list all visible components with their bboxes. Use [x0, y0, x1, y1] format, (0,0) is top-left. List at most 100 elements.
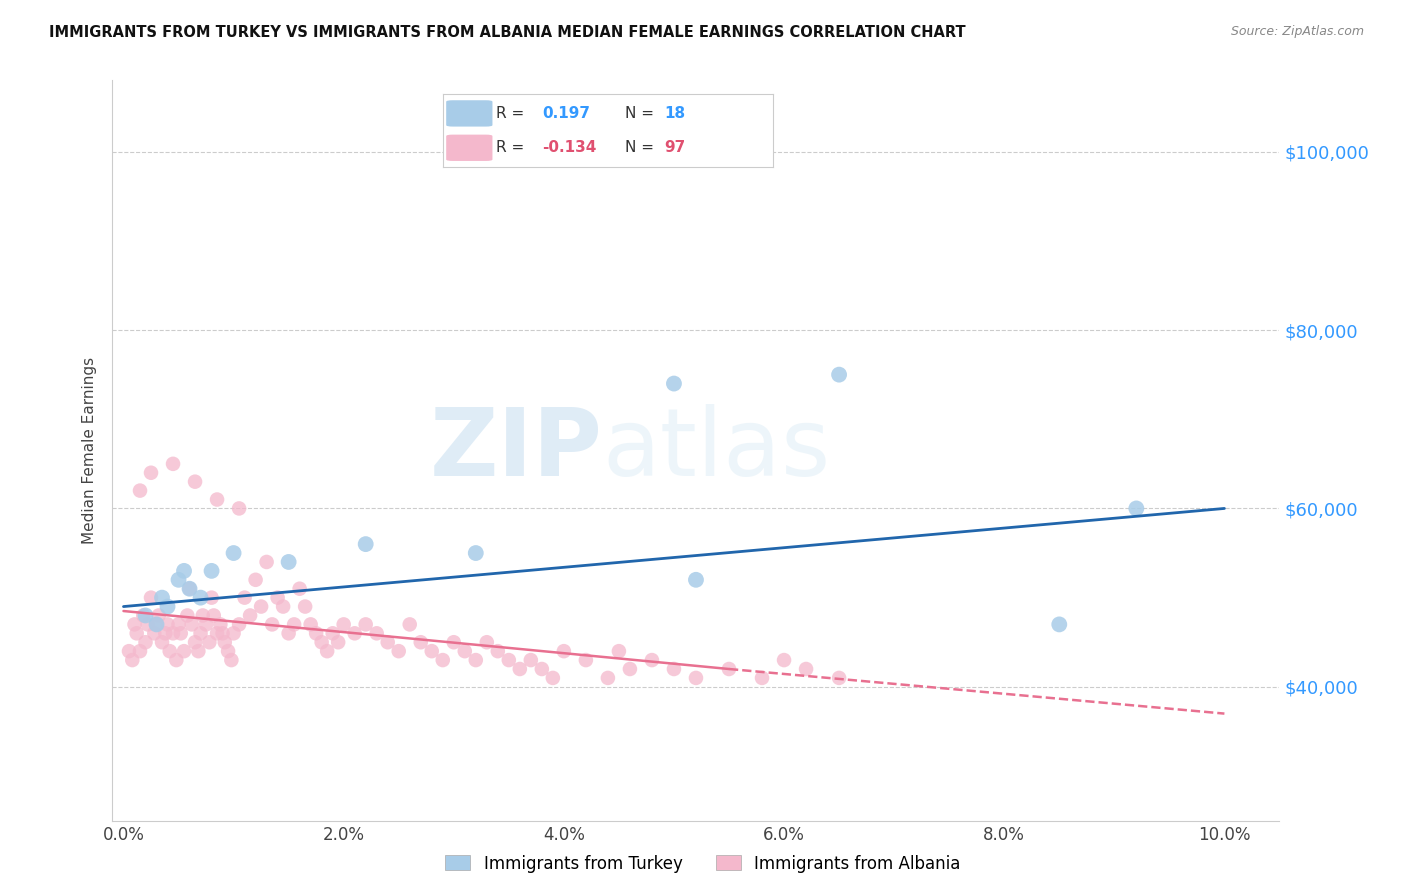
Point — [311, 635, 333, 649]
Point — [520, 653, 543, 667]
Point — [228, 501, 250, 516]
Point — [641, 653, 664, 667]
Point — [191, 608, 214, 623]
Point — [432, 653, 454, 667]
Point — [443, 635, 465, 649]
Point — [155, 626, 177, 640]
Point — [1047, 617, 1070, 632]
Point — [299, 617, 322, 632]
Point — [125, 626, 148, 640]
Point — [1125, 501, 1147, 516]
Point — [139, 466, 162, 480]
FancyBboxPatch shape — [446, 100, 492, 127]
Point — [150, 635, 173, 649]
Point — [575, 653, 598, 667]
Point — [662, 376, 685, 391]
FancyBboxPatch shape — [446, 135, 492, 161]
Point — [288, 582, 311, 596]
Point — [129, 644, 152, 658]
Point — [129, 483, 152, 498]
Point — [132, 608, 155, 623]
Point — [233, 591, 256, 605]
Point — [266, 591, 288, 605]
Text: ZIP: ZIP — [430, 404, 603, 497]
Point — [685, 573, 707, 587]
Text: N =: N = — [624, 140, 654, 155]
Point — [228, 617, 250, 632]
Point — [553, 644, 575, 658]
Point — [486, 644, 509, 658]
Point — [685, 671, 707, 685]
Point — [222, 546, 245, 560]
Point — [662, 662, 685, 676]
Point — [136, 617, 159, 632]
Text: R =: R = — [496, 140, 524, 155]
Point — [294, 599, 316, 614]
Text: -0.134: -0.134 — [543, 140, 596, 155]
Point — [200, 564, 222, 578]
Point — [167, 573, 190, 587]
Point — [198, 635, 221, 649]
Point — [366, 626, 388, 640]
Point — [139, 591, 162, 605]
Point — [454, 644, 477, 658]
Point — [162, 626, 184, 640]
Point — [145, 617, 167, 632]
Y-axis label: Median Female Earnings: Median Female Earnings — [82, 357, 97, 544]
Point — [134, 635, 156, 649]
Point — [322, 626, 344, 640]
Point — [200, 591, 222, 605]
Point — [305, 626, 328, 640]
Point — [221, 653, 243, 667]
Point — [316, 644, 339, 658]
Text: IMMIGRANTS FROM TURKEY VS IMMIGRANTS FROM ALBANIA MEDIAN FEMALE EARNINGS CORRELA: IMMIGRANTS FROM TURKEY VS IMMIGRANTS FRO… — [49, 25, 966, 40]
Point — [283, 617, 305, 632]
Point — [121, 653, 143, 667]
Point — [179, 582, 201, 596]
Point — [794, 662, 817, 676]
Text: N =: N = — [624, 106, 654, 121]
Point — [239, 608, 262, 623]
Point — [205, 492, 228, 507]
Text: 18: 18 — [664, 106, 685, 121]
Point — [464, 546, 486, 560]
Point — [205, 626, 228, 640]
Point — [217, 644, 239, 658]
Point — [187, 644, 209, 658]
Point — [773, 653, 796, 667]
Point — [530, 662, 553, 676]
Point — [170, 626, 193, 640]
Point — [596, 671, 619, 685]
Point — [184, 475, 207, 489]
Point — [256, 555, 278, 569]
Point — [509, 662, 531, 676]
Point — [156, 617, 179, 632]
Point — [343, 626, 366, 640]
Legend: Immigrants from Turkey, Immigrants from Albania: Immigrants from Turkey, Immigrants from … — [439, 848, 967, 880]
Point — [541, 671, 564, 685]
Point — [118, 644, 141, 658]
Point — [332, 617, 354, 632]
Point — [173, 644, 195, 658]
Point — [619, 662, 641, 676]
Point — [751, 671, 773, 685]
Point — [607, 644, 630, 658]
Point — [124, 617, 146, 632]
Point — [134, 608, 156, 623]
Point — [167, 617, 190, 632]
Point — [190, 626, 212, 640]
Point — [717, 662, 740, 676]
Point — [398, 617, 420, 632]
Text: R =: R = — [496, 106, 524, 121]
Point — [464, 653, 486, 667]
Point — [195, 617, 218, 632]
Text: 97: 97 — [664, 140, 686, 155]
Point — [271, 599, 294, 614]
Point — [150, 591, 173, 605]
Point — [277, 626, 299, 640]
Point — [190, 591, 212, 605]
Point — [184, 635, 207, 649]
Point — [143, 626, 166, 640]
Point — [179, 582, 201, 596]
Point — [354, 617, 377, 632]
